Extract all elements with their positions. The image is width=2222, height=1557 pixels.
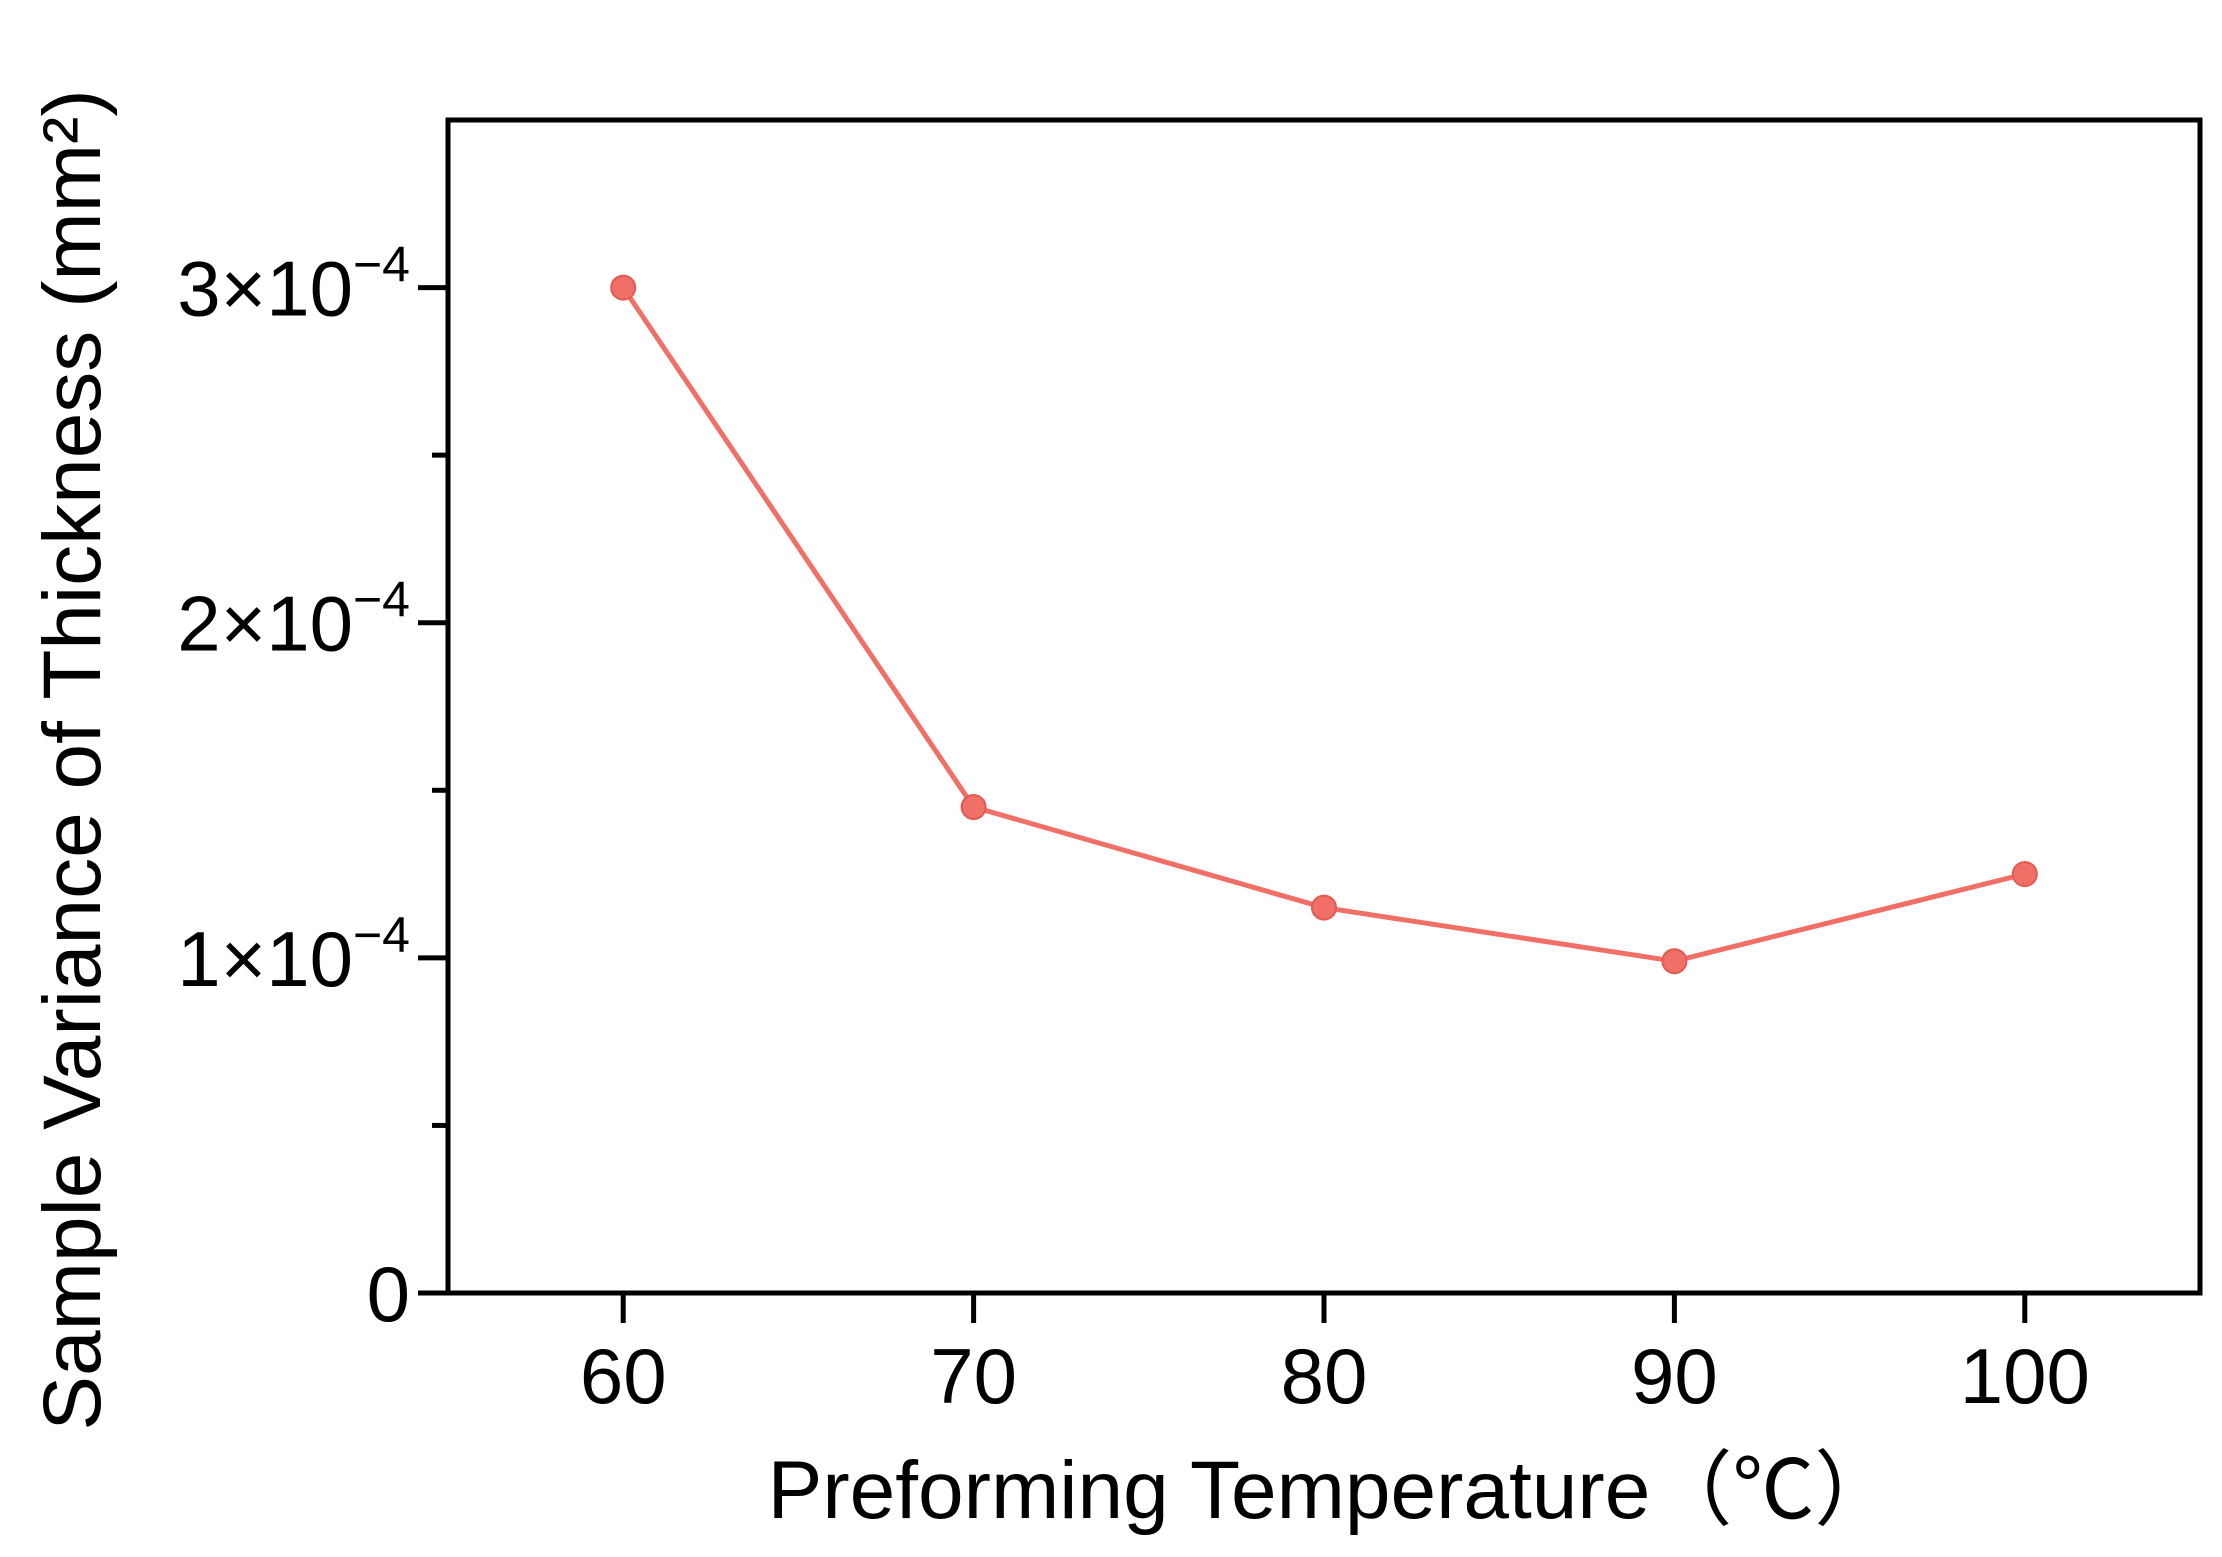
x-tick-label: 90 [1631, 1332, 1718, 1420]
y-axis: 0 1×10−4 2×10−4 3×10−4 [177, 237, 448, 1338]
data-point [610, 274, 637, 301]
y-tick-label: 1×10−4 [177, 907, 410, 1003]
x-tick-label: 70 [930, 1332, 1017, 1420]
series-line [621, 286, 2026, 964]
data-point [1311, 894, 1337, 921]
plot-frame [445, 117, 2203, 1296]
y-tick-label: 0 [367, 1250, 410, 1338]
x-axis: 60 70 80 90 100 [580, 1293, 2090, 1420]
data-point [2011, 861, 2038, 888]
data-point [1661, 948, 1688, 975]
series-layer [610, 274, 2038, 975]
data-point [960, 794, 987, 821]
x-axis-title: Preforming Temperature（℃） [768, 1445, 1897, 1536]
y-tick-label: 3×10−4 [177, 237, 410, 333]
x-tick-label: 60 [580, 1332, 667, 1420]
x-tick-label: 80 [1281, 1332, 1368, 1420]
y-axis-title: Sample Variance of Thickness (mm²) [27, 89, 118, 1430]
x-tick-label: 100 [1960, 1332, 2090, 1420]
y-tick-label: 2×10−4 [177, 572, 410, 668]
plot-area [445, 117, 2203, 1296]
